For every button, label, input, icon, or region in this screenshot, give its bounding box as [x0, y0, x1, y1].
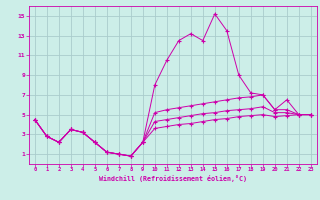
- X-axis label: Windchill (Refroidissement éolien,°C): Windchill (Refroidissement éolien,°C): [99, 175, 247, 182]
